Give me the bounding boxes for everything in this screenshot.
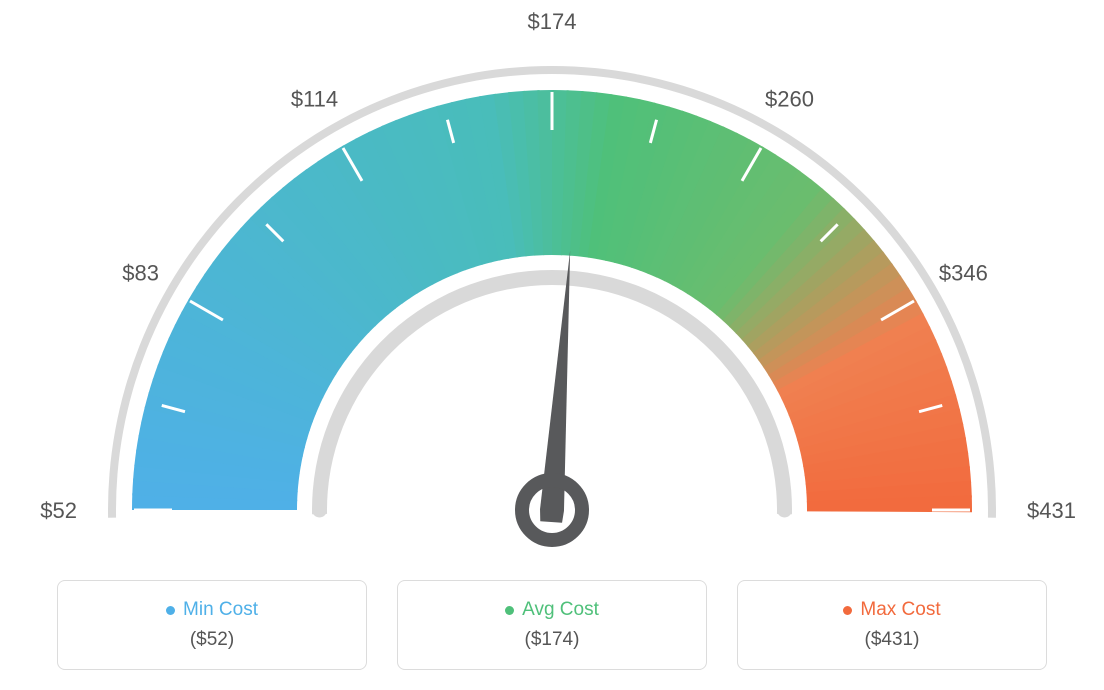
svg-text:$52: $52 [40, 498, 77, 523]
legend-label-max: Max Cost [860, 599, 940, 621]
svg-text:$260: $260 [765, 87, 814, 112]
legend-value-max: ($431) [865, 629, 920, 651]
legend-title-avg: Avg Cost [505, 599, 599, 621]
legend-row: Min Cost ($52) Avg Cost ($174) Max Cost … [57, 580, 1047, 670]
legend-title-max: Max Cost [843, 599, 940, 621]
legend-value-avg: ($174) [525, 629, 580, 651]
legend-card-min: Min Cost ($52) [57, 580, 367, 670]
legend-label-min: Min Cost [183, 599, 258, 621]
legend-label-avg: Avg Cost [522, 599, 599, 621]
svg-text:$346: $346 [939, 261, 988, 286]
svg-text:$431: $431 [1027, 498, 1076, 523]
gauge-svg: $52 $83 $114 $174 $260 $346 $431 [0, 10, 1104, 570]
legend-card-avg: Avg Cost ($174) [397, 580, 707, 670]
legend-dot-avg [505, 606, 514, 615]
legend-dot-max [843, 606, 852, 615]
svg-text:$83: $83 [122, 261, 159, 286]
legend-title-min: Min Cost [166, 599, 258, 621]
legend-dot-min [166, 606, 175, 615]
gauge-chart: $52 $83 $114 $174 $260 $346 $431 [0, 10, 1104, 570]
legend-card-max: Max Cost ($431) [737, 580, 1047, 670]
svg-text:$114: $114 [291, 87, 338, 112]
legend-value-min: ($52) [190, 629, 234, 651]
svg-text:$174: $174 [528, 10, 577, 34]
